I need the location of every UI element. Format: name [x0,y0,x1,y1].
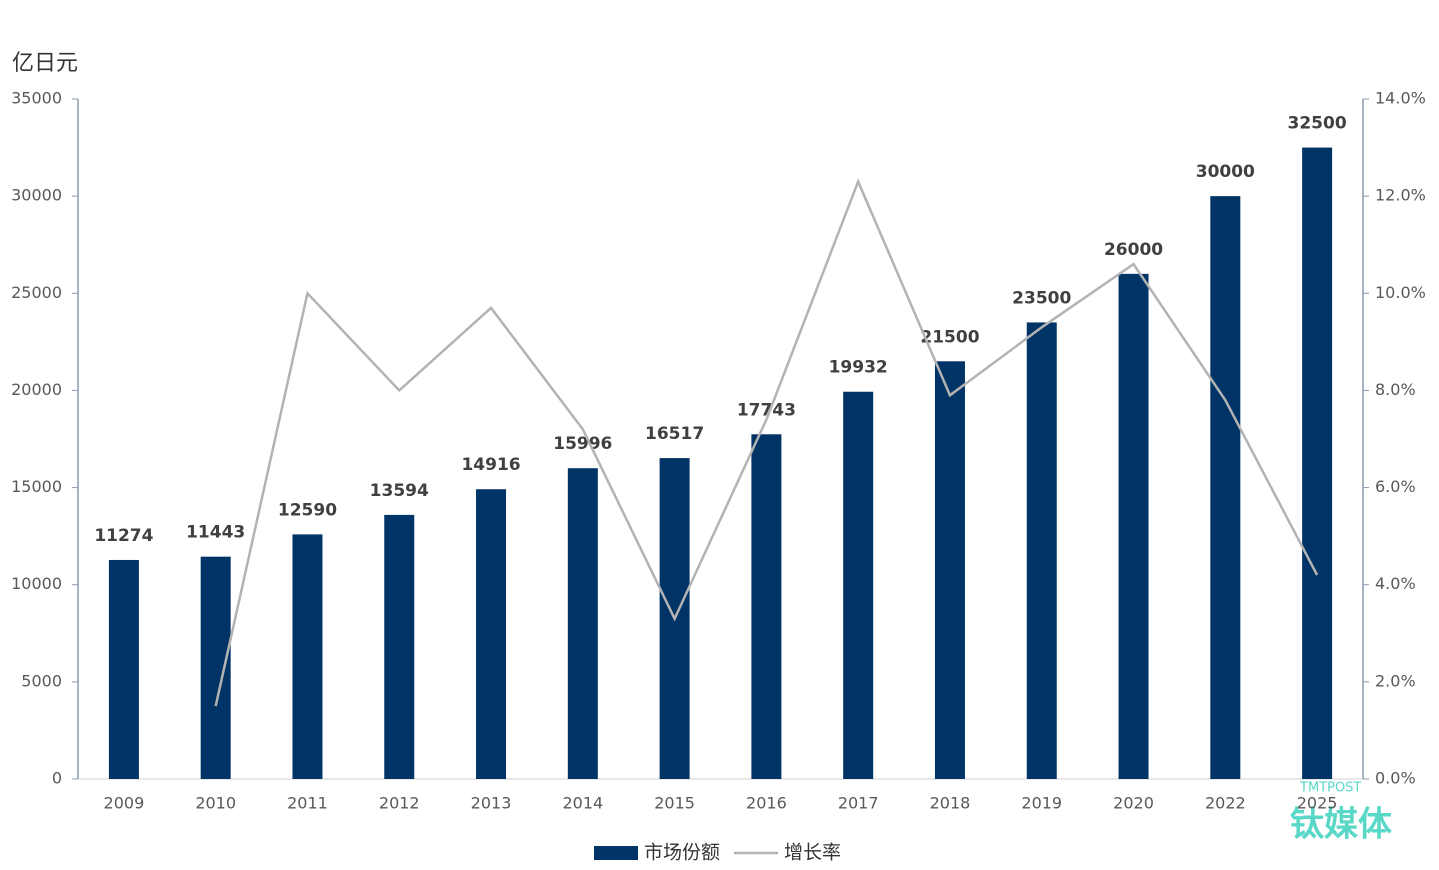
y-tick-label: 15000 [11,477,62,496]
y-tick-label: 20000 [11,380,62,399]
x-tick-label: 2013 [471,794,512,813]
y-tick-label: 5000 [21,671,62,690]
bar [108,559,139,779]
x-tick-label: 2025 [1297,794,1338,813]
bar [934,361,965,779]
y-tick-label: 0 [52,769,62,788]
bar [751,434,782,779]
data-label: 26000 [1104,240,1163,260]
bar [1026,322,1057,779]
y-tick-label: 10000 [11,574,62,593]
y2-tick-label: 2.0% [1375,671,1416,690]
y2-tick-label: 4.0% [1375,574,1416,593]
bar [200,556,231,779]
y-tick-label: 25000 [11,283,62,302]
line [214,178,1319,707]
y2-tick-label: 0.0% [1375,769,1416,788]
y2-tick-label: 14.0% [1375,89,1426,108]
x-tick-label: 2016 [746,794,787,813]
y2-tick-label: 12.0% [1375,186,1426,205]
watermark-sub: TMTPOST [1299,781,1361,796]
x-tick-label: 2015 [654,794,695,813]
x-tick-label: 2017 [838,794,879,813]
legend-label: 市场份额 [644,842,720,864]
x-tick-label: 2009 [104,794,145,813]
data-label: 21500 [920,327,979,347]
y2-tick-label: 10.0% [1375,283,1426,302]
bar [1118,273,1149,779]
bar [1302,147,1333,780]
legend-swatch [594,846,638,860]
data-label: 32500 [1288,114,1347,134]
bar [843,391,874,779]
bar [567,468,598,779]
y-tick-label: 35000 [11,89,62,108]
x-tick-label: 2022 [1205,794,1246,813]
x-tick-label: 2018 [930,794,971,813]
data-label: 14916 [461,455,520,475]
x-tick-label: 2011 [287,794,328,813]
data-label: 17743 [737,400,796,420]
watermark: 钛媒体 [1290,805,1392,845]
x-tick-label: 2020 [1113,794,1154,813]
y2-tick-label: 6.0% [1375,477,1416,496]
y-tick-label: 30000 [11,186,62,205]
data-label: 16517 [645,424,704,444]
y2-tick-label: 8.0% [1375,380,1416,399]
legend-label: 增长率 [784,842,841,864]
data-label: 12590 [278,500,337,520]
x-tick-label: 2014 [562,794,603,813]
data-label: 11274 [94,526,153,546]
data-label: 13594 [370,481,429,501]
data-label: 19932 [829,358,888,378]
bar [476,489,507,779]
data-label: 15996 [553,434,612,454]
data-label: 11443 [186,523,245,543]
x-tick-label: 2010 [195,794,236,813]
bar [292,534,323,779]
data-label: 23500 [1012,288,1071,308]
bar [1210,196,1241,780]
y-unit-label: 亿日元 [12,51,78,76]
bar [384,514,415,779]
x-tick-label: 2012 [379,794,420,813]
x-tick-label: 2019 [1021,794,1062,813]
data-label: 30000 [1196,162,1255,182]
